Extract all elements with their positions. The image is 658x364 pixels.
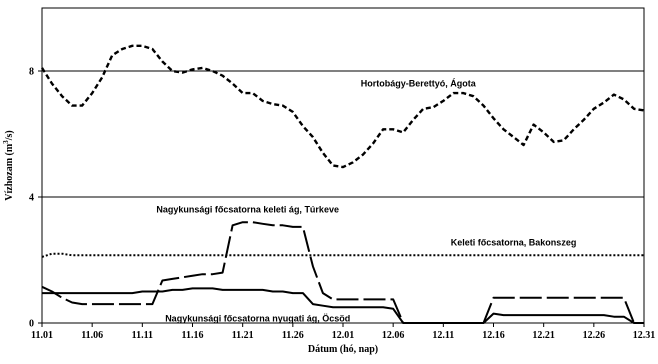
x-tick-label: 12.01: [332, 330, 355, 341]
x-tick-label: 11.26: [282, 330, 304, 341]
y-axis-ticks: 0 4 8: [29, 67, 42, 330]
y-tick-label: 4: [29, 193, 34, 204]
x-tick-label: 11.21: [232, 330, 254, 341]
x-tick-label: 12.31: [633, 330, 656, 341]
y-axis-title-unit: /s): [4, 130, 15, 141]
series-annotation: Hortobágy-Berettyó, Ágota: [361, 79, 477, 89]
series-line-1: [40, 44, 645, 169]
y-tick-label: 8: [29, 67, 34, 78]
plot-area: [41, 7, 645, 324]
x-tick-label: 12.11: [432, 330, 454, 341]
series-annotation: Nagykunsági főcsatorna nyugati ág, Öcsöd: [165, 313, 350, 323]
series-line-4: [42, 287, 644, 324]
x-tick-label: 12.26: [583, 330, 606, 341]
reference-lines: [42, 70, 644, 198]
x-tick-label: 11.01: [31, 330, 53, 341]
series-annotation: Nagykunsági főcsatorna keleti ág, Túrkev…: [156, 205, 339, 215]
series-line-3: [41, 252, 644, 258]
y-axis-title: Vízhozam (m3/s): [2, 130, 15, 200]
series-annotation: Keleti főcsatorna, Bakonszeg: [451, 238, 577, 248]
series-line-2: [41, 221, 644, 324]
annotations: Hortobágy-Berettyó, Ágota Nagykunsági főc…: [156, 79, 576, 324]
x-axis-ticks: 11.01 11.06 11.11 11.16 11.21 11.26 12.01 12.06…: [31, 323, 655, 341]
x-tick-label: 11.06: [81, 330, 103, 341]
x-tick-label: 12.16: [482, 330, 505, 341]
x-tick-label: 12.21: [532, 330, 555, 341]
y-tick-label: 0: [29, 319, 34, 330]
y-axis-title-superscript: 3: [2, 140, 10, 144]
series-layer: [40, 44, 645, 324]
x-axis-title: Dátum (hó, nap): [308, 344, 378, 355]
y-axis-title-main: Vízhozam (m: [4, 143, 15, 201]
x-tick-label: 12.06: [382, 330, 405, 341]
x-tick-label: 11.11: [132, 330, 153, 341]
x-tick-label: 11.16: [182, 330, 204, 341]
